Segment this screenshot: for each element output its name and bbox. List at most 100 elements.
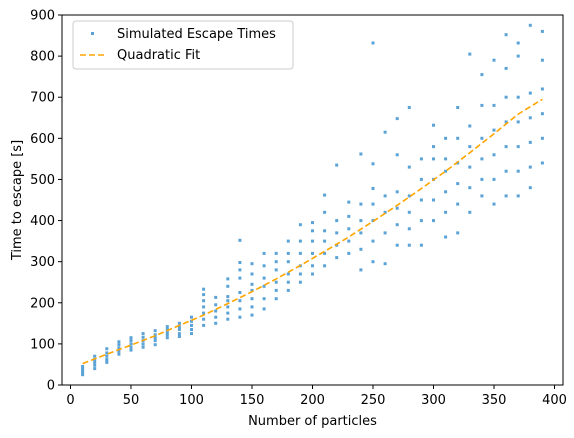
scatter-point xyxy=(298,251,302,255)
scatter-point xyxy=(238,307,242,311)
scatter-point xyxy=(359,202,363,206)
scatter-point xyxy=(383,231,387,235)
scatter-point xyxy=(540,112,544,116)
scatter-point xyxy=(492,177,496,181)
scatter-point xyxy=(395,206,399,210)
scatter-point xyxy=(190,315,193,319)
scatter-point xyxy=(117,352,121,356)
scatter-point xyxy=(395,190,399,194)
plot-frame xyxy=(61,14,564,386)
scatter-point xyxy=(190,323,193,327)
scatter-point xyxy=(323,264,327,268)
scatter-point xyxy=(432,198,435,202)
scatter-point xyxy=(93,363,97,367)
scatter-point xyxy=(81,365,85,368)
scatter-point xyxy=(371,260,375,264)
scatter-point xyxy=(528,23,532,27)
scatter-point xyxy=(492,202,496,206)
scatter-point xyxy=(274,251,278,255)
scatter-point xyxy=(202,317,206,321)
scatter-point xyxy=(202,293,206,297)
scatter-point xyxy=(226,317,230,321)
scatter-points xyxy=(81,23,544,377)
scatter-point xyxy=(359,219,363,223)
scatter-point xyxy=(117,346,121,350)
scatter-point xyxy=(492,128,496,132)
y-tick-label: 200 xyxy=(30,296,55,311)
scatter-point xyxy=(504,95,508,99)
scatter-point xyxy=(528,91,532,95)
scatter-point xyxy=(298,272,302,276)
scatter-point xyxy=(286,272,290,276)
scatter-point xyxy=(480,194,484,198)
scatter-point xyxy=(311,229,314,233)
scatter-point xyxy=(250,305,254,309)
scatter-point xyxy=(153,343,157,347)
scatter-point xyxy=(238,291,242,294)
scatter-point xyxy=(347,251,351,255)
scatter-point xyxy=(480,177,484,181)
scatter-point xyxy=(504,66,508,70)
scatter-point xyxy=(419,243,423,247)
scatter-point xyxy=(81,369,85,373)
scatter-point xyxy=(383,210,387,214)
scatter-point xyxy=(347,239,351,243)
scatter-point xyxy=(226,284,230,288)
scatter-point xyxy=(407,227,411,231)
scatter-point xyxy=(504,169,508,173)
scatter-point xyxy=(286,239,290,243)
x-tick-label: 50 xyxy=(123,393,140,408)
scatter-point xyxy=(383,262,387,266)
scatter-point xyxy=(432,219,435,223)
scatter-point xyxy=(129,339,133,343)
scatter-point xyxy=(214,315,218,319)
scatter-point xyxy=(262,284,266,288)
scatter-point xyxy=(141,335,145,339)
scatter-point xyxy=(262,264,266,268)
scatter-point xyxy=(444,210,448,214)
scatter-point xyxy=(226,305,230,309)
scatter-point xyxy=(444,235,448,239)
scatter-point xyxy=(286,251,290,255)
scatter-point xyxy=(105,360,109,364)
scatter-point xyxy=(311,239,314,243)
scatter-point xyxy=(238,315,242,319)
scatter-point xyxy=(274,297,278,301)
scatter-point xyxy=(286,260,290,264)
x-tick-label: 150 xyxy=(240,393,265,408)
scatter-point xyxy=(153,329,157,333)
scatter-point xyxy=(456,136,460,140)
scatter-point xyxy=(504,33,508,37)
scatter-point xyxy=(298,223,302,227)
scatter-point xyxy=(468,145,472,149)
scatter-point xyxy=(383,130,387,134)
scatter-point xyxy=(347,227,351,231)
scatter-point xyxy=(323,239,327,243)
y-tick-label: 300 xyxy=(30,255,55,270)
x-tick-label: 200 xyxy=(300,393,325,408)
legend: Simulated Escape Times Quadratic Fit xyxy=(72,20,294,70)
scatter-point xyxy=(250,262,254,266)
scatter-point xyxy=(419,219,423,223)
scatter-point xyxy=(468,210,472,214)
scatter-point xyxy=(129,348,133,352)
scatter-point xyxy=(105,354,109,358)
scatter-point xyxy=(540,136,544,140)
scatter-point xyxy=(335,256,339,260)
scatter-point xyxy=(250,282,254,286)
scatter-point xyxy=(105,358,109,361)
scatter-point xyxy=(323,193,327,197)
scatter-point xyxy=(335,231,339,235)
scatter-point xyxy=(153,336,157,340)
scatter-point xyxy=(516,54,520,58)
scatter-point xyxy=(419,157,423,161)
scatter-point xyxy=(492,58,496,62)
scatter-point xyxy=(468,124,472,128)
scatter-point xyxy=(347,214,351,218)
y-axis: 0 100 200 300 400 500 600 700 800 900 xyxy=(30,9,62,394)
scatter-point xyxy=(335,243,339,247)
x-tick-label: 0 xyxy=(66,393,74,408)
scatter-point xyxy=(492,153,496,157)
scatter-point xyxy=(311,264,314,268)
